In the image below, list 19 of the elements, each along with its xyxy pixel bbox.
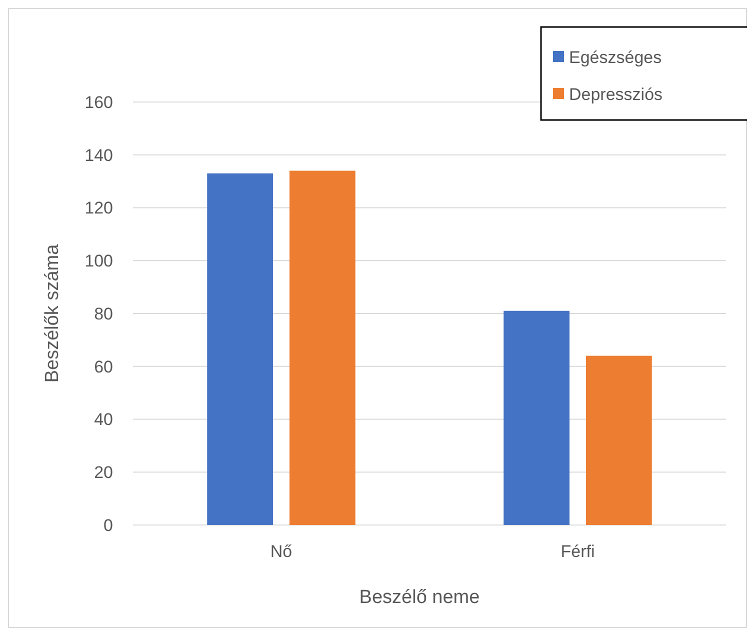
bar	[289, 170, 356, 525]
y-tick-label: 100	[84, 252, 113, 271]
y-tick-label: 80	[94, 304, 113, 324]
y-tick-label: 20	[94, 463, 113, 482]
x-tick-label: Férfi	[560, 542, 595, 561]
y-axis-title: Beszélők száma	[42, 244, 63, 383]
bar	[207, 173, 274, 525]
y-tick-label: 40	[94, 410, 113, 430]
y-tick-label: 140	[84, 146, 113, 165]
x-axis-title: Beszélő neme	[359, 587, 480, 608]
y-tick-label: 120	[84, 198, 113, 218]
legend-label: Egészséges	[569, 48, 662, 67]
y-tick-label: 60	[94, 357, 113, 376]
bar	[586, 356, 652, 525]
y-tick-label: 0	[104, 516, 113, 535]
x-tick-label: Nő	[270, 542, 292, 561]
y-tick-label: 160	[84, 92, 113, 112]
bar	[504, 310, 570, 525]
legend-label: Depressziós	[569, 84, 663, 104]
